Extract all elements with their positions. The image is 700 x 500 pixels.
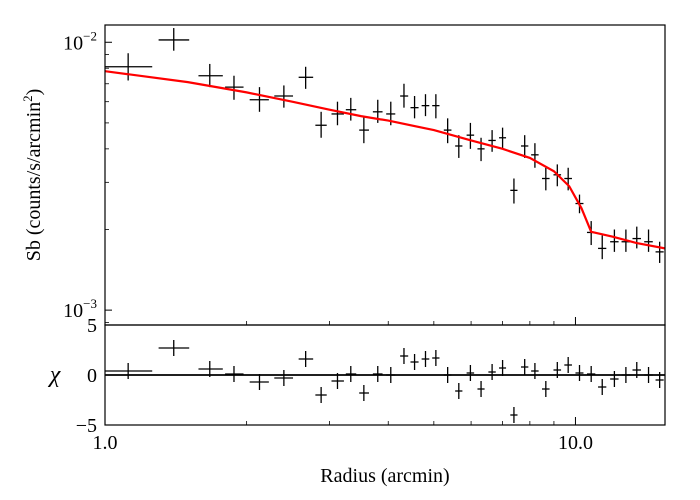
- x-axis-label: Radius (arcmin): [320, 465, 449, 487]
- data-point: [510, 178, 518, 204]
- residual-point: [564, 357, 572, 373]
- residual-point: [432, 350, 440, 366]
- residual-point: [105, 363, 153, 379]
- data-point: [225, 75, 244, 100]
- x-tick-label: 10.0: [558, 432, 593, 454]
- residual-point: [410, 354, 419, 370]
- residual-point: [499, 360, 507, 376]
- data-point: [315, 111, 327, 138]
- data-point: [610, 229, 619, 252]
- residual-point: [553, 362, 562, 378]
- residual-point: [225, 366, 244, 382]
- data-point: [443, 118, 452, 144]
- residual-point: [386, 367, 396, 383]
- residual-point: [598, 379, 607, 395]
- residual-point: [198, 361, 223, 377]
- residual-point: [158, 340, 190, 356]
- residual-point: [455, 383, 463, 399]
- residual-point: [632, 362, 641, 378]
- data-point: [644, 229, 653, 252]
- y-tick-label-exp: −3: [83, 296, 97, 311]
- residual-y-tick-label: 0: [87, 365, 97, 387]
- data-point: [421, 94, 430, 117]
- y-tick-label: 10−2: [63, 28, 97, 54]
- residual-point: [644, 367, 653, 383]
- residual-point: [345, 366, 357, 382]
- y-tick-label-base: 10: [63, 300, 83, 322]
- residual-point: [531, 363, 539, 379]
- y-tick-label-exp: −2: [83, 28, 97, 43]
- x-tick-label: 1.0: [93, 432, 118, 454]
- y-axis-label: Sb (counts/s/arcmin2): [20, 89, 45, 262]
- residual-point: [372, 366, 383, 382]
- data-point: [249, 87, 269, 112]
- data-point: [488, 130, 496, 152]
- data-point: [455, 135, 463, 158]
- data-point: [499, 127, 507, 149]
- residual-point: [655, 372, 664, 388]
- data-point: [542, 167, 550, 191]
- residual-point: [477, 381, 485, 397]
- data-point: [520, 135, 529, 158]
- top-panel-frame: [104, 24, 666, 326]
- data-point: [158, 28, 190, 51]
- residual-point: [331, 373, 344, 389]
- residual-axis-label: χ: [48, 362, 62, 388]
- top-panel: 10−310−2: [63, 24, 666, 326]
- data-point: [198, 63, 223, 88]
- data-point: [345, 97, 357, 121]
- residual-panel: 5 0 −51.0 10.0: [76, 315, 666, 454]
- residual-point: [315, 387, 327, 403]
- data-point: [410, 96, 419, 119]
- data-point: [400, 83, 409, 108]
- residual-point: [443, 367, 452, 383]
- residual-point: [488, 364, 496, 380]
- data-point: [432, 94, 440, 119]
- residual-point: [421, 351, 430, 367]
- data-series: [105, 28, 664, 263]
- residual-point: [274, 370, 294, 386]
- data-point: [632, 226, 641, 249]
- residual-point: [520, 359, 529, 375]
- model-line: [105, 70, 665, 250]
- data-point: [105, 53, 153, 81]
- residual-y-tick-label: −5: [76, 415, 97, 437]
- residual-point: [400, 348, 409, 364]
- residual-point: [586, 366, 596, 382]
- data-point: [298, 66, 314, 89]
- residual-point: [466, 365, 475, 381]
- residual-series: [105, 340, 664, 423]
- data-point: [331, 101, 344, 126]
- data-point: [466, 122, 475, 149]
- y-tick-label-base: 10: [63, 32, 83, 54]
- residual-point: [298, 351, 314, 367]
- residual-point: [542, 381, 550, 397]
- data-point: [598, 235, 607, 260]
- residual-point: [249, 374, 269, 390]
- residual-y-tick-label: 5: [87, 315, 97, 337]
- data-point: [477, 137, 485, 162]
- residual-point: [510, 407, 518, 423]
- data-point: [655, 241, 664, 263]
- residual-point: [359, 385, 369, 401]
- residual-point: [610, 371, 619, 387]
- residual-point: [621, 367, 631, 383]
- data-point: [359, 116, 369, 144]
- data-point: [274, 85, 294, 108]
- residual-point: [575, 365, 584, 381]
- y-tick-label: 10−3: [63, 296, 97, 322]
- data-point: [531, 143, 539, 168]
